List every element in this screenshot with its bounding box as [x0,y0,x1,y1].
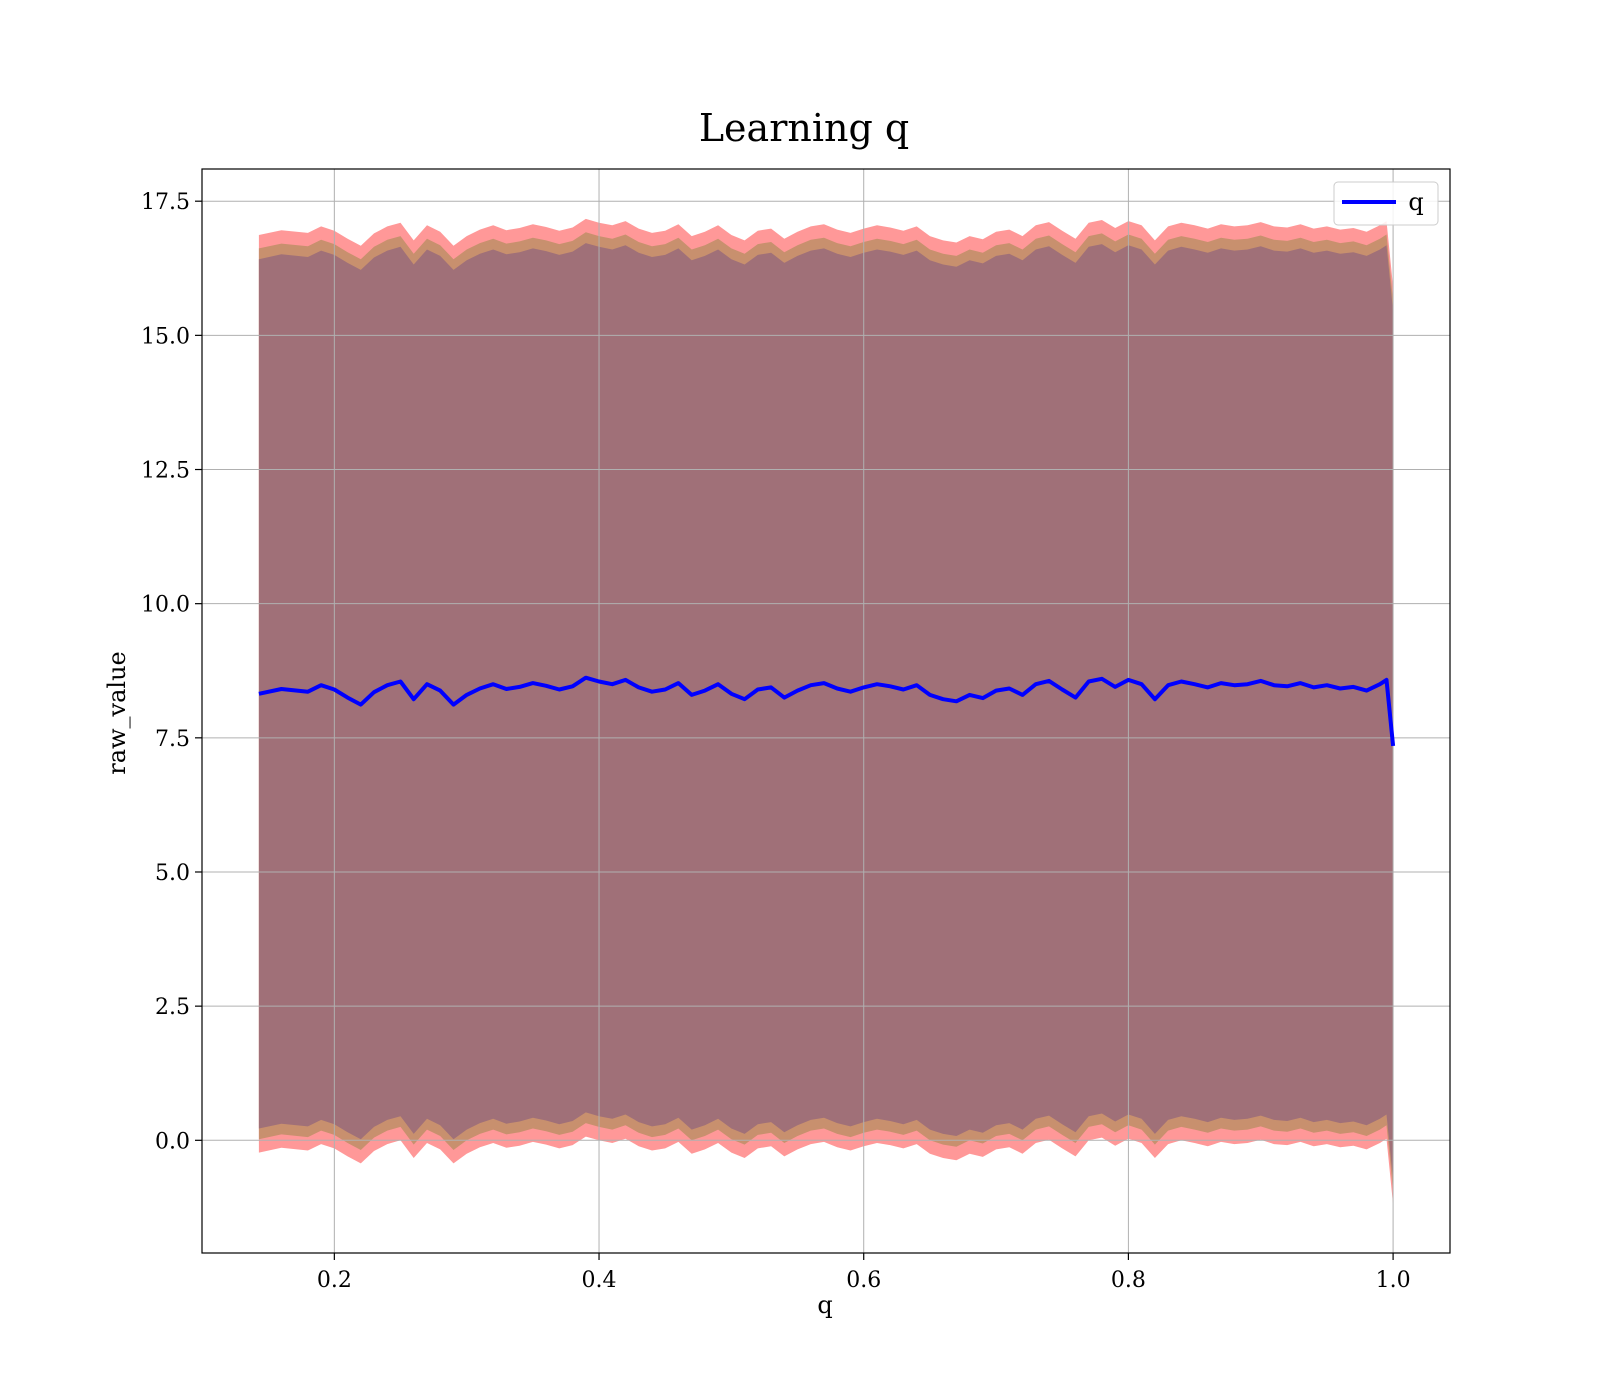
x-tick-label: 0.8 [1111,1268,1146,1293]
series-line-q [258,675,1396,747]
x-tick-label: 0.6 [846,1268,881,1293]
y-tick-label: 10.0 [141,593,190,618]
y-tick-label: 2.5 [155,995,190,1020]
legend: q [1333,181,1439,226]
x-tick-label: 0.4 [582,1268,617,1293]
legend-label-q: q [1408,188,1423,216]
x-axis-label: q [817,1291,832,1319]
y-tick-label: 5.0 [155,861,190,886]
y-tick-label: 7.5 [155,727,190,752]
x-tick-label: 0.2 [317,1268,352,1293]
plot-area: 0.2 0.4 0.6 0.8 1.0 0.0 2.5 5.0 7.5 10.0 12.5 15.0 1… [141,168,1451,1293]
y-tick-label: 12.5 [141,459,190,484]
band-inner [258,243,1394,1181]
y-tick-label: 15.0 [141,324,190,349]
x-tick-label: 1.0 [1376,1268,1411,1293]
y-tick-label: 17.5 [141,190,190,215]
chart-title: Learning q [699,106,909,150]
axes-frame [201,168,1451,1254]
y-tick-label: 0.0 [155,1129,190,1154]
y-axis-label: raw_value [103,651,131,775]
